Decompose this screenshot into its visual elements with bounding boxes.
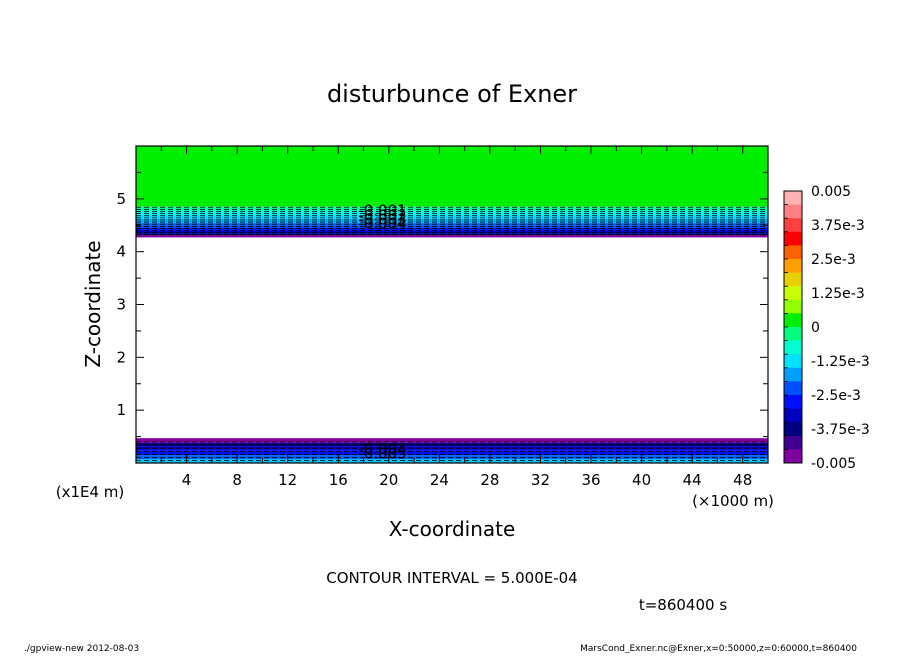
colorbar-label: -0.005 [811,456,856,472]
colorbar-swatch [784,299,802,314]
contour-label-top: -0.004 [358,215,406,233]
contour-lines [136,206,768,461]
colorbar-swatch [784,435,802,450]
colorbar [783,190,803,464]
colorbar-swatch [784,286,802,301]
y-axis-unit: (x1E4 m) [56,483,125,501]
contour-value-labels: -0.001-0.002-0.003-0.004-0.004-0.005 [358,201,406,462]
y-tick-labels: 1 2 3 4 5 [116,190,126,419]
chart-title: disturbunce of Exner [327,80,577,108]
x-tick-label: 40 [632,471,651,489]
colorbar-swatch [784,218,802,233]
colorbar-swatch [784,422,802,437]
x-tick-label: 36 [581,471,600,489]
y-tick-label: 5 [116,190,126,208]
colorbar-swatch [784,354,802,369]
x-tick-label: 16 [329,471,348,489]
colorbar-swatch [784,191,802,206]
colorbar-label: -3.75e-3 [811,422,870,438]
x-axis-unit: (×1000 m) [692,492,774,510]
fill-zero-region [136,146,768,207]
y-tick-label: 1 [116,401,126,419]
x-tick-label: 48 [733,471,752,489]
colorbar-swatch [784,327,802,342]
x-tick-label: 20 [379,471,398,489]
x-tick-label: 12 [278,471,297,489]
colorbar-swatch [784,245,802,260]
time-label: t=860400 s [639,596,727,614]
axis-ticks [136,146,768,463]
fill-upper-band-5 [136,227,768,231]
x-tick-label: 8 [232,471,242,489]
x-tick-label: 24 [430,471,449,489]
colorbar-label: 2.5e-3 [811,252,856,268]
contour-label-bottom: -0.005 [358,444,406,462]
fill-upper-band-8 [136,235,768,238]
y-axis-label: Z-coordinate [81,240,105,367]
colorbar-labels: 0.005 3.75e-3 2.5e-3 1.25e-3 0 -1.25e-3 -2.5e-… [811,184,870,472]
colorbar-swatch [784,381,802,396]
colorbar-swatch [784,395,802,410]
colorbar-label: 0.005 [811,184,851,200]
y-tick-label: 3 [116,296,126,314]
contour-label-top: -0.003 [358,210,406,228]
contour-label-bottom: -0.004 [358,440,406,458]
colorbar-swatch [784,449,802,464]
colorbar-swatch [784,272,802,287]
contour-label-top: -0.001 [358,201,406,219]
contour-label-top: -0.002 [358,207,406,225]
x-axis-label: X-coordinate [389,517,516,541]
fill-lower-band-1 [136,442,768,447]
footer-right: MarsCond_Exner.nc@Exner,x=0:50000,z=0:60… [580,644,857,654]
fill-lower-band-5 [136,459,768,463]
colorbar-label: -1.25e-3 [811,354,870,370]
colorbar-label: 3.75e-3 [811,218,865,234]
fill-upper-band-2 [136,214,768,219]
fill-lower-band-0 [136,438,768,443]
colorbar-swatch [784,408,802,423]
x-tick-label: 44 [683,471,702,489]
colorbar-swatch [784,313,802,328]
footer-left: ./gpview-new 2012-08-03 [24,644,139,654]
fill-upper-band-7 [136,233,768,236]
plot-fills [136,146,768,463]
colorbar-label: 0 [811,320,820,336]
colorbar-label: 1.25e-3 [811,286,865,302]
x-tick-label: 32 [531,471,550,489]
fill-lower-band-3 [136,450,768,456]
colorbar-swatch [784,367,802,382]
x-tick-label: 4 [182,471,192,489]
x-tick-labels: 4 8 12 16 20 24 28 32 36 40 44 48 [182,471,752,489]
contour-interval: CONTOUR INTERVAL = 5.000E-04 [326,569,577,587]
fill-upper-band-6 [136,230,768,234]
colorbar-swatch [784,231,802,246]
fill-upper-band-3 [136,218,768,224]
colorbar-swatch [784,259,802,274]
y-tick-label: 4 [116,243,126,261]
colorbar-swatch [784,204,802,219]
colorbar-label: -2.5e-3 [811,388,861,404]
colorbar-swatch [784,340,802,355]
y-tick-label: 2 [116,348,126,366]
x-tick-label: 28 [480,471,499,489]
fill-lower-band-4 [136,455,768,460]
fill-upper-band-1 [136,210,768,215]
fill-upper-band-4 [136,223,768,228]
fill-upper-band-0 [136,206,768,211]
